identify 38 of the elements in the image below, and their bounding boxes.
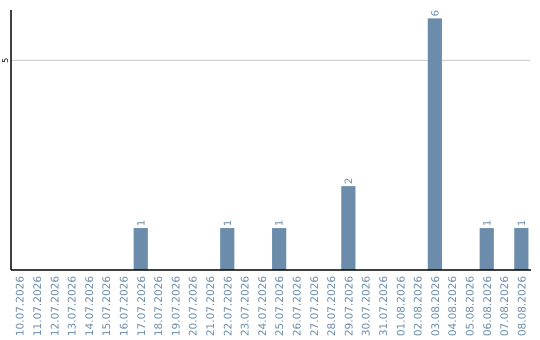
x-tick-label: 31.07.2026 xyxy=(378,276,390,336)
x-tick-label: 23.07.2026 xyxy=(240,276,252,336)
x-tick-label: 29.07.2026 xyxy=(343,276,356,336)
x-tick-label: 19.07.2026 xyxy=(170,276,182,336)
x-tick-label: 21.07.2026 xyxy=(204,276,217,336)
x-tick-label: 14.07.2026 xyxy=(84,276,96,336)
x-tick-label: 28.07.2026 xyxy=(326,276,338,336)
data-label: 2 xyxy=(344,178,355,184)
y-tick-label: 5 xyxy=(1,58,10,63)
x-tick-label: 22.07.2026 xyxy=(222,276,234,336)
x-tick-label: 01.08.2026 xyxy=(395,276,408,336)
data-label: 1 xyxy=(482,220,494,226)
data-label: 1 xyxy=(136,220,148,226)
x-tick-label: 15.07.2026 xyxy=(101,276,114,336)
x-tick-label: 27.07.2026 xyxy=(308,276,321,336)
x-tick-label: 07.08.2026 xyxy=(499,276,512,336)
data-label: 1 xyxy=(274,220,286,226)
x-tick-label: 10.07.2026 xyxy=(14,276,27,336)
x-tick-label: 11.07.2026 xyxy=(32,276,44,336)
x-tick-label: 12.07.2026 xyxy=(49,276,62,336)
x-tick-label: 04.08.2026 xyxy=(447,276,460,336)
x-tick-label: 05.08.2026 xyxy=(464,276,476,336)
data-label: 6 xyxy=(430,10,442,16)
x-tick-label: 06.08.2026 xyxy=(482,276,494,336)
x-tick-label: 25.07.2026 xyxy=(274,276,286,336)
x-tick-label: 03.08.2026 xyxy=(430,276,442,336)
x-tick-label: 18.07.2026 xyxy=(153,276,166,336)
x-tick-label: 16.07.2026 xyxy=(118,276,130,336)
data-label: 1 xyxy=(516,220,528,226)
x-tick-label: 24.07.2026 xyxy=(256,276,269,336)
x-tick-label: 26.07.2026 xyxy=(291,276,304,336)
x-tick-label: 08.08.2026 xyxy=(516,276,528,336)
x-tick-label: 02.08.2026 xyxy=(412,276,425,336)
x-tick-label: 13.07.2026 xyxy=(66,276,79,336)
x-tick-label: 17.07.2026 xyxy=(136,276,148,336)
data-label: 1 xyxy=(222,220,234,226)
x-tick-label: 20.07.2026 xyxy=(188,276,200,336)
x-tick-label: 30.07.2026 xyxy=(360,276,373,336)
